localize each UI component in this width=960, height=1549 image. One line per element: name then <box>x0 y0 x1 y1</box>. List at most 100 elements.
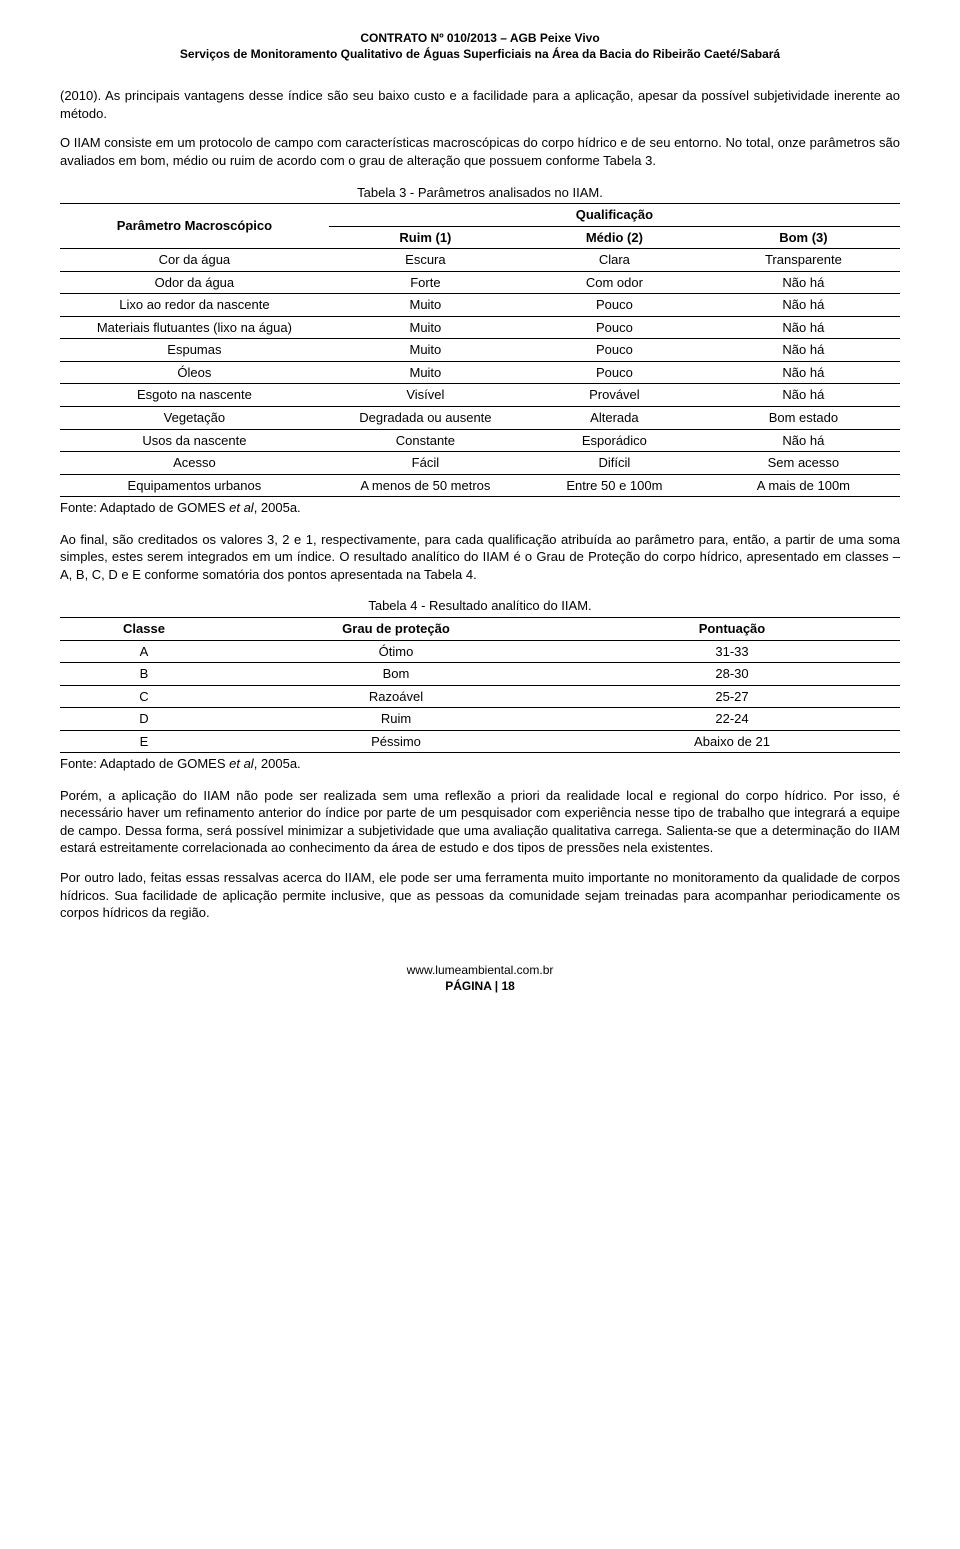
table-cell: Entre 50 e 100m <box>522 474 707 497</box>
table-cell: A mais de 100m <box>707 474 900 497</box>
table3-source: Fonte: Adaptado de GOMES et al, 2005a. <box>60 499 900 517</box>
table-cell: Óleos <box>60 361 329 384</box>
table4-header-grau: Grau de proteção <box>228 617 564 640</box>
table-cell: Provável <box>522 384 707 407</box>
table-cell: Com odor <box>522 271 707 294</box>
table-row: BBom28-30 <box>60 663 900 686</box>
table-cell: Abaixo de 21 <box>564 730 900 753</box>
table-cell: Não há <box>707 361 900 384</box>
table4-caption: Tabela 4 - Resultado analítico do IIAM. <box>60 597 900 615</box>
table-cell: Muito <box>329 361 522 384</box>
table-cell: Péssimo <box>228 730 564 753</box>
table-row: CRazoável25-27 <box>60 685 900 708</box>
table-cell: A <box>60 640 228 663</box>
table4-source: Fonte: Adaptado de GOMES et al, 2005a. <box>60 755 900 773</box>
table-cell: 22-24 <box>564 708 900 731</box>
table-cell: Esporádico <box>522 429 707 452</box>
table-resultado: Classe Grau de proteção Pontuação AÓtimo… <box>60 617 900 753</box>
table3-header-medio: Médio (2) <box>522 226 707 249</box>
paragraph-3: Ao final, são creditados os valores 3, 2… <box>60 531 900 584</box>
table-cell: Pouco <box>522 316 707 339</box>
table-cell: Espumas <box>60 339 329 362</box>
paragraph-5: Por outro lado, feitas essas ressalvas a… <box>60 869 900 922</box>
table-cell: Fácil <box>329 452 522 475</box>
header-service: Serviços de Monitoramento Qualitativo de… <box>60 46 900 62</box>
table-cell: Não há <box>707 429 900 452</box>
table-cell: Pouco <box>522 339 707 362</box>
footer-url: www.lumeambiental.com.br <box>60 962 900 978</box>
source2-text-c: , 2005a. <box>254 756 301 771</box>
table-cell: D <box>60 708 228 731</box>
table-cell: 28-30 <box>564 663 900 686</box>
table-cell: Não há <box>707 384 900 407</box>
table3-header-group: Qualificação <box>329 204 900 227</box>
table-cell: C <box>60 685 228 708</box>
table-row: EspumasMuitoPoucoNão há <box>60 339 900 362</box>
table-cell: Cor da água <box>60 249 329 272</box>
table3-caption: Tabela 3 - Parâmetros analisados no IIAM… <box>60 184 900 202</box>
table-row: Cor da águaEscuraClaraTransparente <box>60 249 900 272</box>
table-row: EPéssimoAbaixo de 21 <box>60 730 900 753</box>
table4-header-pontuacao: Pontuação <box>564 617 900 640</box>
table-cell: Difícil <box>522 452 707 475</box>
table3-header-bom: Bom (3) <box>707 226 900 249</box>
table-cell: Muito <box>329 339 522 362</box>
table-row: Esgoto na nascenteVisívelProvávelNão há <box>60 384 900 407</box>
table-row: AÓtimo31-33 <box>60 640 900 663</box>
table-cell: Degradada ou ausente <box>329 407 522 430</box>
table-cell: Pouco <box>522 294 707 317</box>
table-cell: Forte <box>329 271 522 294</box>
table-row: DRuim22-24 <box>60 708 900 731</box>
table-cell: 31-33 <box>564 640 900 663</box>
table-cell: Acesso <box>60 452 329 475</box>
table-cell: Ótimo <box>228 640 564 663</box>
table-cell: Visível <box>329 384 522 407</box>
header-contract: CONTRATO Nº 010/2013 – AGB Peixe Vivo <box>60 30 900 46</box>
table-cell: Não há <box>707 294 900 317</box>
source-text-c: , 2005a. <box>254 500 301 515</box>
table-cell: Vegetação <box>60 407 329 430</box>
table-row: Lixo ao redor da nascenteMuitoPoucoNão h… <box>60 294 900 317</box>
table4-header-classe: Classe <box>60 617 228 640</box>
table-row: Usos da nascenteConstanteEsporádicoNão h… <box>60 429 900 452</box>
table-cell: Bom estado <box>707 407 900 430</box>
table-row: ÓleosMuitoPoucoNão há <box>60 361 900 384</box>
table-cell: Lixo ao redor da nascente <box>60 294 329 317</box>
table-cell: Ruim <box>228 708 564 731</box>
table3-header-ruim: Ruim (1) <box>329 226 522 249</box>
table-cell: Pouco <box>522 361 707 384</box>
table-cell: Constante <box>329 429 522 452</box>
table-cell: Bom <box>228 663 564 686</box>
table-cell: Usos da nascente <box>60 429 329 452</box>
table-cell: A menos de 50 metros <box>329 474 522 497</box>
source2-text-b: et al <box>229 756 254 771</box>
table-row: VegetaçãoDegradada ou ausenteAlteradaBom… <box>60 407 900 430</box>
source-text-b: et al <box>229 500 254 515</box>
table-cell: Muito <box>329 294 522 317</box>
table-cell: Muito <box>329 316 522 339</box>
table-cell: Transparente <box>707 249 900 272</box>
table-cell: Escura <box>329 249 522 272</box>
table-cell: Alterada <box>522 407 707 430</box>
table-row: Materiais flutuantes (lixo na água)Muito… <box>60 316 900 339</box>
table-cell: Odor da água <box>60 271 329 294</box>
table-cell: Materiais flutuantes (lixo na água) <box>60 316 329 339</box>
source-text-a: Fonte: Adaptado de GOMES <box>60 500 229 515</box>
footer-page: PÁGINA | 18 <box>60 978 900 994</box>
paragraph-2: O IIAM consiste em um protocolo de campo… <box>60 134 900 169</box>
document-header: CONTRATO Nº 010/2013 – AGB Peixe Vivo Se… <box>60 30 900 62</box>
table-cell: Esgoto na nascente <box>60 384 329 407</box>
table-cell: E <box>60 730 228 753</box>
table-row: Equipamentos urbanosA menos de 50 metros… <box>60 474 900 497</box>
table-parametros: Parâmetro Macroscópico Qualificação Ruim… <box>60 203 900 497</box>
paragraph-4: Porém, a aplicação do IIAM não pode ser … <box>60 787 900 857</box>
table-row: AcessoFácilDifícilSem acesso <box>60 452 900 475</box>
table-cell: Sem acesso <box>707 452 900 475</box>
table-cell: Não há <box>707 339 900 362</box>
table-cell: B <box>60 663 228 686</box>
source2-text-a: Fonte: Adaptado de GOMES <box>60 756 229 771</box>
table-cell: Não há <box>707 316 900 339</box>
table-row: Odor da águaForteCom odorNão há <box>60 271 900 294</box>
table-cell: Clara <box>522 249 707 272</box>
table-cell: Razoável <box>228 685 564 708</box>
